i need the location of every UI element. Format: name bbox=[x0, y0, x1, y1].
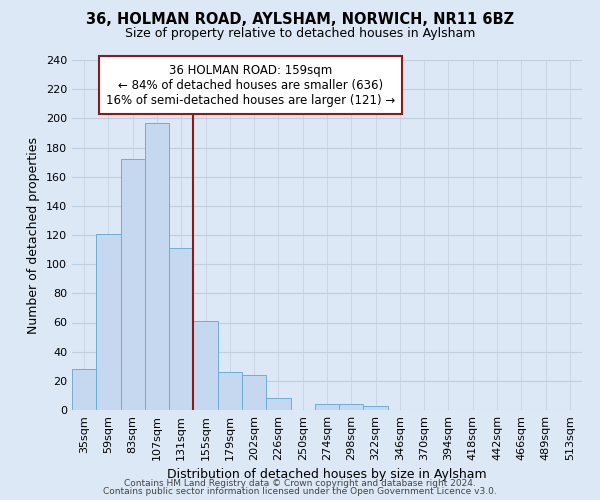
Bar bbox=[364, 406, 388, 410]
Bar bbox=[193, 321, 218, 410]
Text: Size of property relative to detached houses in Aylsham: Size of property relative to detached ho… bbox=[125, 28, 475, 40]
Bar bbox=[96, 234, 121, 410]
Bar bbox=[242, 375, 266, 410]
Y-axis label: Number of detached properties: Number of detached properties bbox=[28, 136, 40, 334]
Bar bbox=[218, 372, 242, 410]
Bar bbox=[121, 159, 145, 410]
Bar bbox=[339, 404, 364, 410]
X-axis label: Distribution of detached houses by size in Aylsham: Distribution of detached houses by size … bbox=[167, 468, 487, 481]
Text: Contains public sector information licensed under the Open Government Licence v3: Contains public sector information licen… bbox=[103, 487, 497, 496]
Bar bbox=[169, 248, 193, 410]
Bar bbox=[145, 122, 169, 410]
Text: 36 HOLMAN ROAD: 159sqm
← 84% of detached houses are smaller (636)
16% of semi-de: 36 HOLMAN ROAD: 159sqm ← 84% of detached… bbox=[106, 64, 395, 106]
Text: Contains HM Land Registry data © Crown copyright and database right 2024.: Contains HM Land Registry data © Crown c… bbox=[124, 478, 476, 488]
Bar bbox=[72, 369, 96, 410]
Text: 36, HOLMAN ROAD, AYLSHAM, NORWICH, NR11 6BZ: 36, HOLMAN ROAD, AYLSHAM, NORWICH, NR11 … bbox=[86, 12, 514, 28]
Bar bbox=[315, 404, 339, 410]
Bar bbox=[266, 398, 290, 410]
